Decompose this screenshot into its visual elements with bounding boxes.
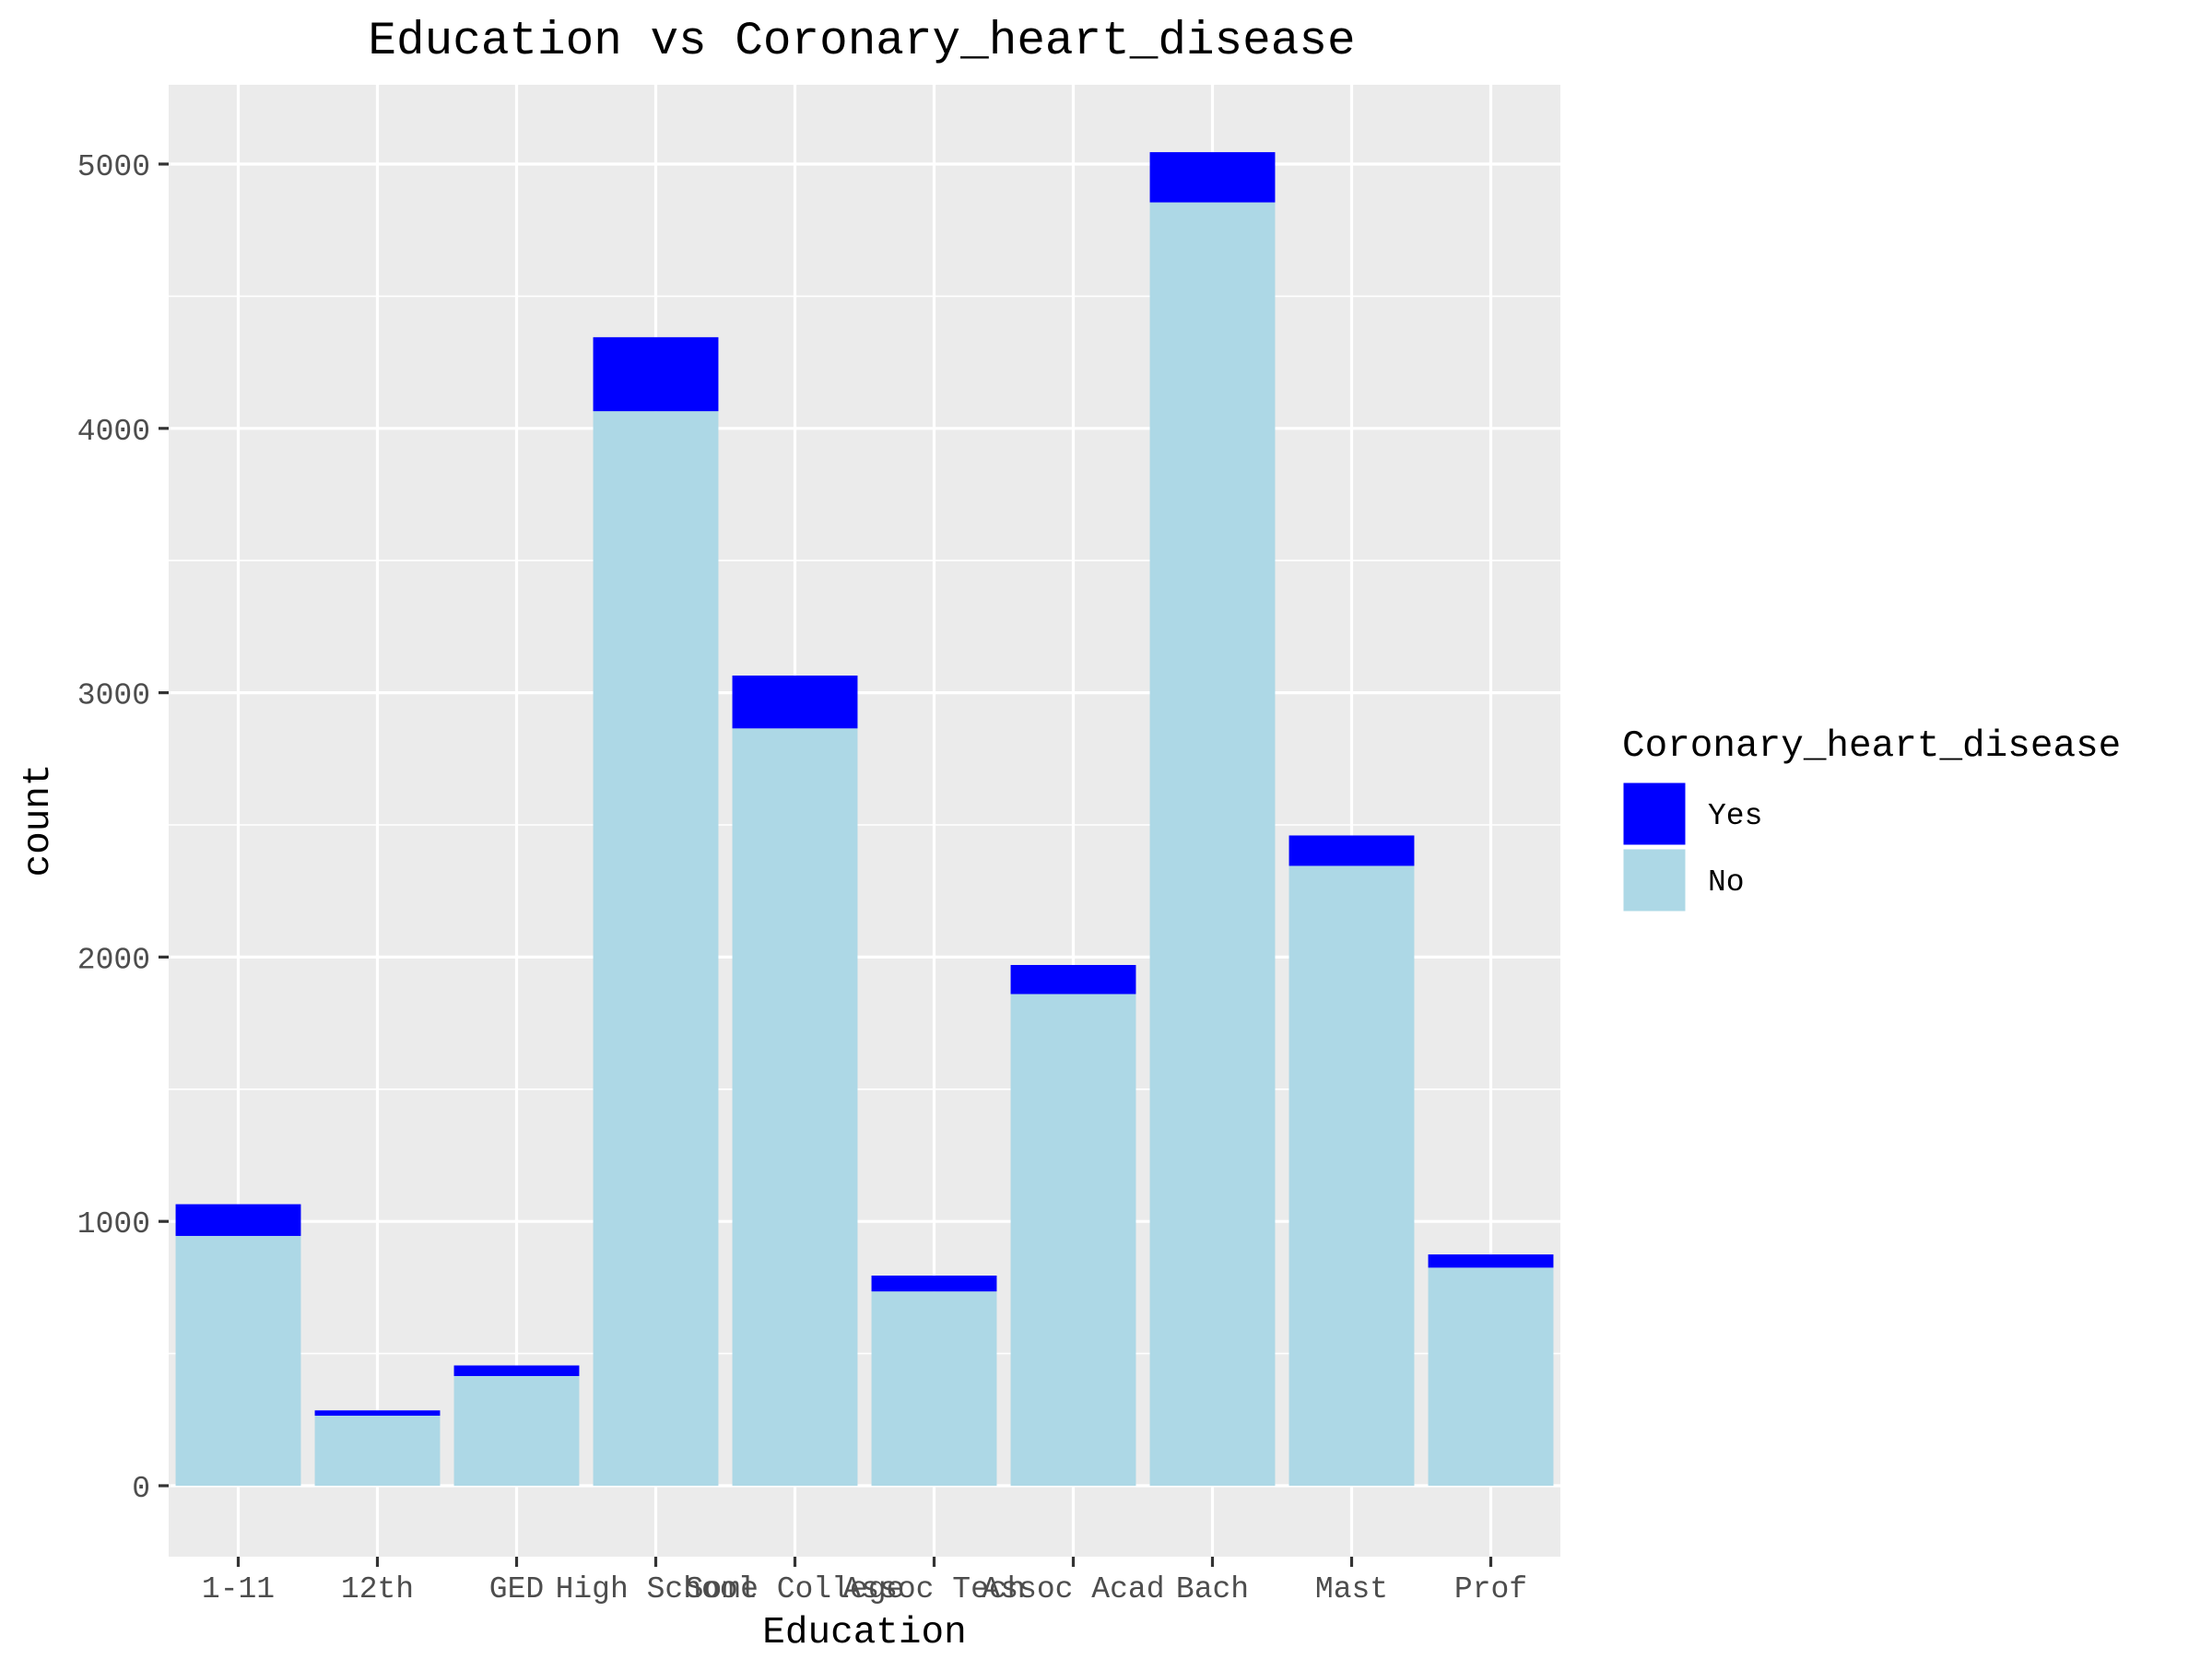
y-tick-label: 0 bbox=[132, 1472, 150, 1506]
bars bbox=[175, 152, 1554, 1487]
y-tick-label: 3000 bbox=[77, 679, 150, 713]
legend: Coronary_heart_disease Yes No bbox=[1620, 725, 2121, 914]
bar-yes-assoc-tech bbox=[871, 1275, 997, 1292]
legend-items: Yes No bbox=[1620, 780, 1762, 914]
x-axis-label: Education bbox=[762, 1612, 966, 1654]
y-tick-label: 5000 bbox=[77, 150, 150, 184]
legend-title: Coronary_heart_disease bbox=[1622, 725, 2121, 768]
bar-yes-bach bbox=[1149, 152, 1276, 203]
chart-title: Education vs Coronary_heart_disease bbox=[368, 16, 1355, 68]
bar-no-some-college bbox=[732, 728, 858, 1486]
x-tick-label: Prof bbox=[1454, 1572, 1527, 1606]
bar-yes-high-school bbox=[593, 336, 719, 412]
bar-no-mast bbox=[1288, 865, 1415, 1486]
bar-no-bach bbox=[1149, 202, 1276, 1487]
legend-label-yes: Yes bbox=[1708, 799, 1762, 833]
bar-yes-prof bbox=[1428, 1254, 1554, 1268]
y-tick-label: 1000 bbox=[77, 1207, 150, 1241]
y-axis-label: count bbox=[18, 763, 60, 877]
x-tick-label: 1-11 bbox=[202, 1572, 275, 1606]
x-tick-label: GED bbox=[489, 1572, 544, 1606]
bar-yes-12th bbox=[314, 1410, 441, 1416]
bar-no-1-11 bbox=[175, 1235, 301, 1486]
bar-yes-some-college bbox=[732, 675, 858, 729]
y-tick-label: 4000 bbox=[77, 415, 150, 449]
bar-no-high-school bbox=[593, 411, 719, 1487]
bar-no-12th bbox=[314, 1415, 441, 1486]
bar-yes-mast bbox=[1288, 835, 1415, 866]
bar-no-assoc-tech bbox=[871, 1291, 997, 1486]
x-tick-label: High School bbox=[556, 1572, 757, 1606]
bar-no-ged bbox=[453, 1375, 580, 1486]
y-axis: 0 1000 2000 3000 4000 5000 bbox=[77, 150, 169, 1506]
x-tick-label: Some College bbox=[686, 1572, 905, 1606]
bar-yes-1-11 bbox=[175, 1204, 301, 1236]
x-tick-label: 12th bbox=[341, 1572, 414, 1606]
y-tick-label: 2000 bbox=[77, 943, 150, 977]
x-tick-label: Assoc Acad bbox=[982, 1572, 1164, 1606]
x-tick-label: Assoc Tech bbox=[842, 1572, 1025, 1606]
bar-yes-ged bbox=[453, 1365, 580, 1376]
x-tick-label: Mast bbox=[1315, 1572, 1388, 1606]
legend-key-no bbox=[1620, 846, 1688, 914]
legend-key-yes bbox=[1620, 780, 1688, 848]
bar-yes-assoc-acad bbox=[1010, 965, 1136, 994]
x-tick-label: Bach bbox=[1176, 1572, 1249, 1606]
bar-no-assoc-acad bbox=[1010, 994, 1136, 1486]
bar-no-prof bbox=[1428, 1267, 1554, 1486]
legend-label-no: No bbox=[1708, 865, 1745, 900]
